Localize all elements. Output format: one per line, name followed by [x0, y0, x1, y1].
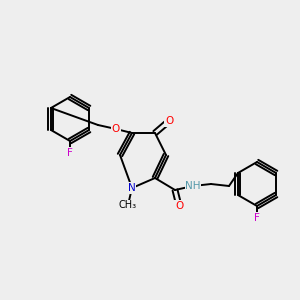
Text: O: O: [175, 201, 183, 211]
Text: NH: NH: [185, 181, 201, 191]
Text: F: F: [254, 213, 260, 223]
Text: N: N: [128, 183, 136, 193]
Text: O: O: [165, 116, 173, 126]
Text: CH₃: CH₃: [119, 200, 137, 210]
Text: O: O: [112, 124, 120, 134]
Text: F: F: [67, 148, 73, 158]
